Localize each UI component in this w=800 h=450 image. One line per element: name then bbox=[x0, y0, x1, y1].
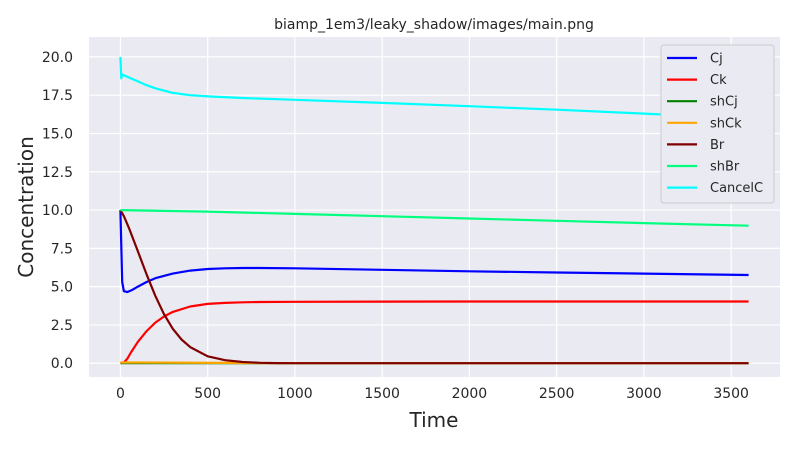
x-tick-label: 2000 bbox=[452, 386, 488, 402]
x-axis-label: Time bbox=[409, 408, 459, 432]
legend-box bbox=[660, 44, 775, 204]
y-tick-label: 17.5 bbox=[42, 88, 73, 104]
x-tick-label: 0 bbox=[116, 386, 125, 402]
legend-label-cj: Cj bbox=[710, 52, 723, 67]
x-tick-label: 2500 bbox=[539, 386, 575, 402]
legend-label-shbr: shBr bbox=[710, 160, 740, 175]
series-line-shbr bbox=[120, 209, 749, 227]
y-tick-label: 7.5 bbox=[51, 241, 73, 257]
legend-items: Cj Ck shCj shCk Br shBr CancelC bbox=[667, 52, 763, 196]
x-tick-label: 3500 bbox=[713, 386, 749, 402]
legend-label-ck: Ck bbox=[710, 73, 727, 88]
y-tick-label: 10.0 bbox=[42, 203, 73, 219]
y-tick-label: 0.0 bbox=[51, 356, 73, 372]
series-line-cancelc bbox=[119, 56, 749, 120]
series-line-ck bbox=[120, 300, 749, 365]
legend: Cj Ck shCj shCk Br shBr CancelC bbox=[660, 44, 775, 204]
legend-label-br: Br bbox=[710, 138, 725, 153]
series-line-br bbox=[119, 209, 749, 365]
y-tick-label: 20.0 bbox=[42, 50, 73, 66]
y-axis-label: Concentration bbox=[14, 136, 38, 277]
chart-title: biamp_1em3/leaky_shadow/images/main.png bbox=[274, 17, 594, 33]
series-layer bbox=[119, 56, 749, 365]
x-tick-label: 1500 bbox=[364, 386, 400, 402]
y-tick-label: 12.5 bbox=[42, 165, 73, 181]
y-tick-labels: 0.0 2.5 5.0 7.5 10.0 12.5 15.0 17.5 20.0 bbox=[42, 50, 73, 372]
y-tick-label: 2.5 bbox=[51, 318, 73, 334]
x-tick-label: 3000 bbox=[626, 386, 662, 402]
legend-label-shck: shCk bbox=[710, 116, 742, 131]
x-tick-labels: 0 500 1000 1500 2000 2500 3000 3500 bbox=[116, 386, 749, 402]
series-line-cj bbox=[119, 210, 749, 294]
y-tick-label: 15.0 bbox=[42, 126, 73, 142]
y-tick-label: 5.0 bbox=[51, 280, 73, 296]
legend-label-cancelc: CancelC bbox=[710, 181, 763, 196]
legend-label-shcj: shCj bbox=[710, 95, 738, 110]
x-tick-label: 500 bbox=[194, 386, 221, 402]
x-tick-label: 1000 bbox=[277, 386, 313, 402]
